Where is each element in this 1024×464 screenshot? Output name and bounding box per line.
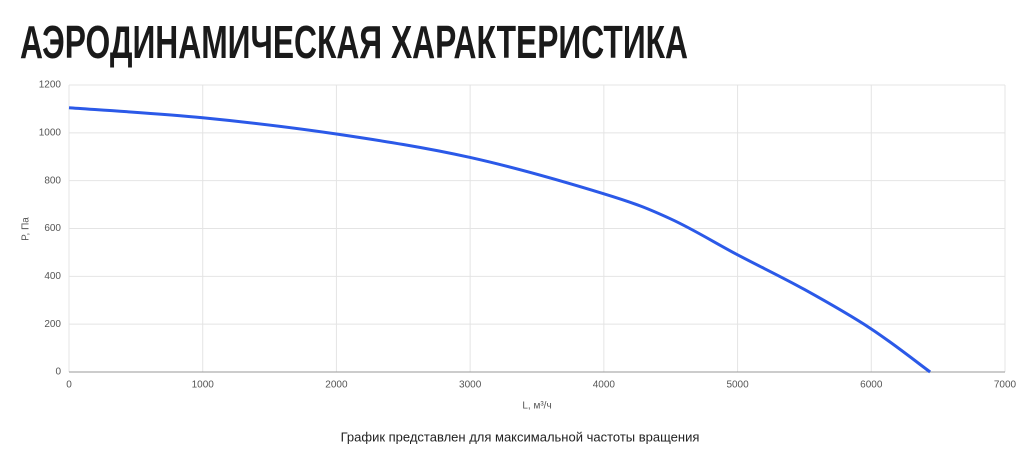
x-tick-label: 4000 [593,380,616,391]
y-tick-label: 200 [44,319,61,330]
data-line [68,106,932,374]
x-tick-label: 7000 [994,380,1017,391]
y-tick-label: 400 [44,271,61,282]
y-tick-label: 0 [55,367,61,378]
chart-note: График представлен для максимальной част… [341,429,700,444]
y-tick-label: 1000 [39,127,62,138]
x-tick-label: 0 [66,380,72,391]
y-tick-label: 1200 [39,80,62,91]
y-tick-label: 600 [44,223,61,234]
x-tick-label: 1000 [192,380,215,391]
y-axis-label: P, Па [21,217,32,241]
x-tick-label: 6000 [860,380,883,391]
chart-title: АЭРОДИНАМИЧЕСКАЯ ХАРАКТЕРИСТИКА [20,16,688,68]
x-tick-label: 5000 [726,380,749,391]
x-axis-label: L, м³/ч [522,401,551,412]
y-tick-label: 800 [44,175,61,186]
x-tick-label: 2000 [325,380,348,391]
x-tick-label: 3000 [459,380,482,391]
